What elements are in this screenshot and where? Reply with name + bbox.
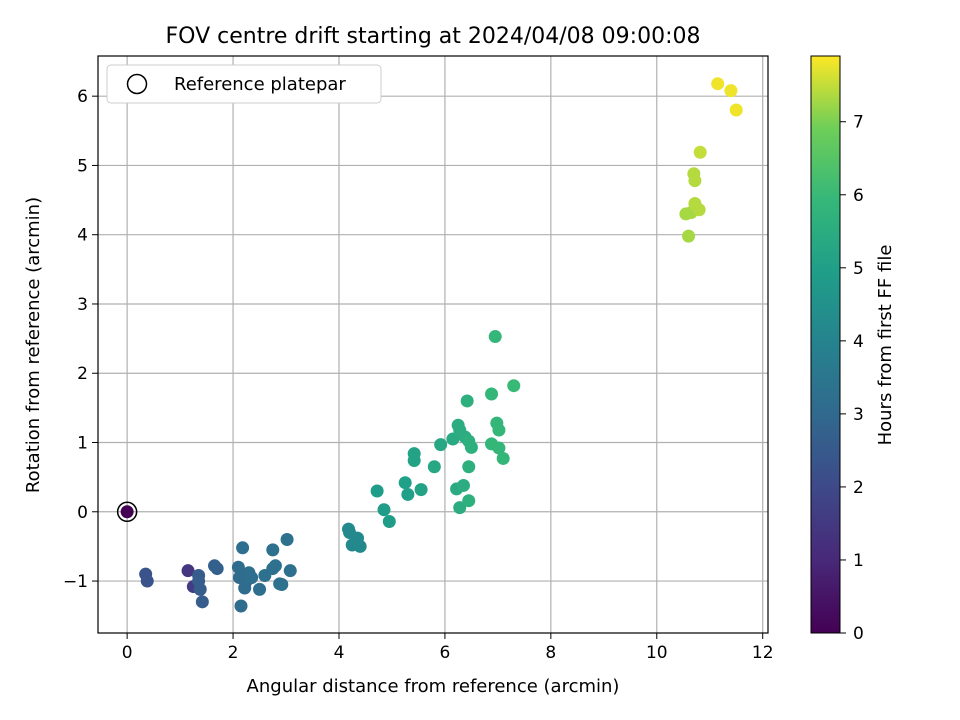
data-point <box>353 539 367 553</box>
data-point <box>253 582 267 596</box>
x-tick-label: 10 <box>646 643 668 663</box>
y-tick-label: 4 <box>77 226 88 246</box>
data-points <box>139 77 743 613</box>
plot-frame <box>97 55 769 634</box>
data-point <box>245 571 259 585</box>
data-point <box>268 559 282 573</box>
data-point <box>692 203 706 217</box>
data-point <box>181 564 195 578</box>
colorbar-tick-label: 6 <box>853 186 864 206</box>
x-axis-ticks: 0 2 4 6 8 10 12 <box>122 633 774 663</box>
x-tick-label: 0 <box>122 643 133 663</box>
data-point <box>729 103 743 117</box>
data-point <box>236 541 250 555</box>
data-point <box>434 438 448 452</box>
data-point <box>370 484 384 498</box>
colorbar-tick-label: 3 <box>853 405 864 425</box>
x-tick-label: 6 <box>440 643 451 663</box>
colorbar-tick-label: 1 <box>853 551 864 571</box>
data-point <box>682 229 696 243</box>
data-point <box>446 432 460 446</box>
y-tick-label: 0 <box>77 503 88 523</box>
data-point <box>488 330 502 344</box>
data-point <box>456 478 470 492</box>
data-point <box>283 564 297 578</box>
data-point <box>234 599 248 613</box>
reference-marker-ring <box>116 501 138 523</box>
data-point <box>195 595 209 609</box>
legend: Reference platepar <box>106 64 382 104</box>
y-tick-label: −1 <box>63 572 88 592</box>
y-axis-ticks: −1 0 1 2 3 4 5 6 <box>63 87 98 592</box>
colorbar-ticks: 0 1 2 3 4 5 6 7 <box>840 113 864 644</box>
colorbar-label: Hours from first FF file <box>875 245 896 446</box>
data-point <box>401 487 415 501</box>
x-tick-label: 8 <box>545 643 556 663</box>
data-point <box>492 423 506 437</box>
y-tick-label: 3 <box>77 295 88 315</box>
y-tick-label: 6 <box>77 87 88 107</box>
data-point <box>407 454 421 468</box>
colorbar-tick-label: 5 <box>853 259 864 279</box>
reference-data-point <box>120 505 134 519</box>
data-point <box>266 543 280 557</box>
colorbar <box>810 55 841 634</box>
data-point <box>210 562 224 576</box>
data-point <box>453 501 467 515</box>
data-point <box>462 494 476 508</box>
data-point <box>724 84 738 98</box>
colorbar-tick-label: 2 <box>853 478 864 498</box>
y-axis-label: Rotation from reference (arcmin) <box>23 197 44 493</box>
reference-point <box>116 501 138 523</box>
x-axis-label: Angular distance from reference (arcmin) <box>247 676 620 697</box>
data-point <box>193 582 207 596</box>
y-tick-label: 2 <box>77 364 88 384</box>
x-tick-label: 12 <box>752 643 774 663</box>
x-tick-label: 4 <box>334 643 345 663</box>
chart-title: FOV centre drift starting at 2024/04/08 … <box>166 24 701 49</box>
legend-label-reference: Reference platepar <box>174 74 346 95</box>
legend-marker-reference <box>126 73 148 95</box>
data-point <box>711 77 725 91</box>
data-point <box>377 503 391 517</box>
colorbar-tick-label: 0 <box>853 624 864 644</box>
colorbar-tick-label: 7 <box>853 113 864 133</box>
data-point <box>496 451 510 465</box>
data-point <box>275 578 289 592</box>
data-point <box>462 460 476 474</box>
grid-lines <box>98 56 768 633</box>
data-point <box>280 532 294 546</box>
data-point <box>464 440 478 454</box>
data-point <box>427 460 441 474</box>
data-point <box>460 394 474 408</box>
y-tick-label: 5 <box>77 156 88 176</box>
data-point <box>382 514 396 528</box>
data-point <box>140 574 154 588</box>
y-tick-label: 1 <box>77 434 88 454</box>
x-tick-label: 2 <box>228 643 239 663</box>
legend-box <box>106 64 382 104</box>
data-point <box>398 476 412 490</box>
data-point <box>414 483 428 497</box>
colorbar-tick-label: 4 <box>853 332 864 352</box>
data-point <box>507 379 521 393</box>
data-point <box>688 174 702 188</box>
data-point <box>485 387 499 401</box>
data-point <box>693 145 707 159</box>
data-point <box>231 560 245 574</box>
data-point <box>492 441 506 455</box>
